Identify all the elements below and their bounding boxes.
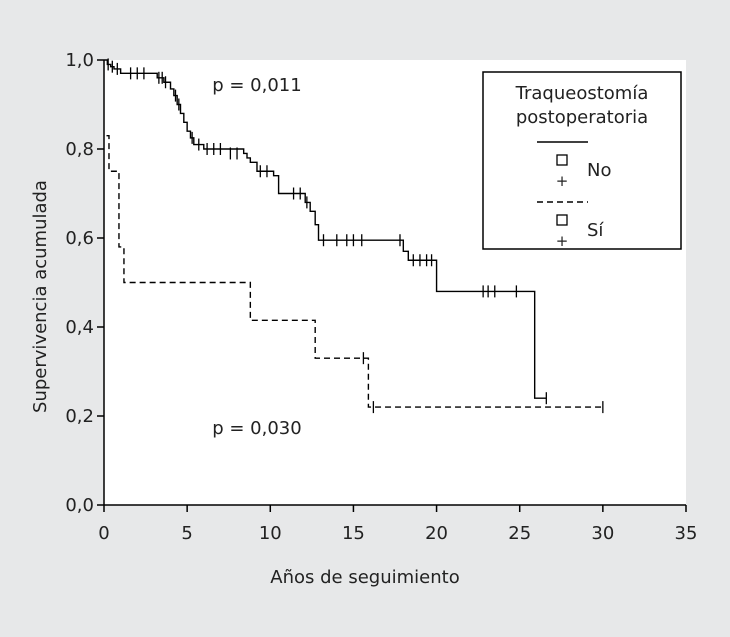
y-tick-label: 0,6	[65, 228, 94, 249]
y-tick-label: 0,4	[65, 317, 94, 338]
x-tick-label: 0	[98, 523, 109, 544]
y-tick-label: 1,0	[65, 50, 94, 71]
legend-entry-no: + No	[537, 141, 611, 190]
series-line	[104, 59, 547, 399]
y-tick-label: 0,0	[65, 495, 94, 516]
y-axis-label: Supervivencia acumulada	[30, 180, 51, 413]
p-value-label: p = 0,030	[212, 418, 301, 439]
x-axis-label: Años de seguimiento	[270, 567, 459, 588]
x-tick-label: 10	[259, 523, 282, 544]
legend-entry-label: No	[587, 160, 611, 181]
series-line	[106, 134, 603, 408]
x-tick-label: 25	[508, 523, 531, 544]
legend-entry-label: Sí	[587, 220, 604, 241]
legend-entry-si: + Sí	[537, 201, 604, 250]
p-value-label: p = 0,011	[212, 75, 301, 96]
series-layer	[104, 58, 604, 414]
legend: Traqueostomía postoperatoria + No + Sí	[482, 71, 682, 250]
x-tick-label: 30	[591, 523, 614, 544]
x-tick-label: 5	[181, 523, 192, 544]
annotations-layer: p = 0,011 p = 0,030	[212, 75, 301, 439]
y-tick-label: 0,2	[65, 406, 94, 427]
legend-plus-marker: +	[556, 232, 569, 250]
legend-plus-marker: +	[556, 172, 569, 190]
legend-square-marker	[556, 154, 568, 166]
x-tick-label: 35	[675, 523, 698, 544]
y-tick-label: 0,8	[65, 139, 94, 160]
series-si	[106, 134, 604, 414]
legend-title-line: postoperatoria	[516, 107, 648, 128]
legend-title-line: Traqueostomía	[515, 83, 649, 104]
legend-box	[482, 71, 682, 250]
legend-square-marker	[556, 214, 568, 226]
series-no	[104, 58, 547, 405]
x-tick-label: 15	[342, 523, 365, 544]
x-tick-label: 20	[425, 523, 448, 544]
